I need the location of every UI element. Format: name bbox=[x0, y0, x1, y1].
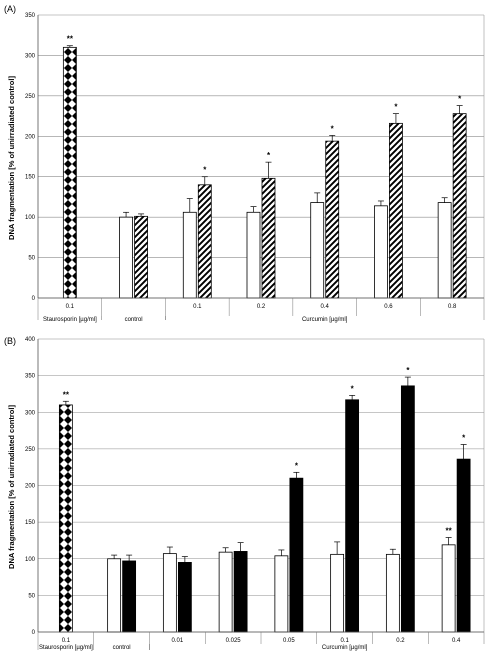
bar-hatch bbox=[325, 140, 340, 299]
bar-white bbox=[218, 551, 233, 633]
significance-marker: ** bbox=[63, 390, 70, 399]
bars-b: ******** bbox=[58, 366, 471, 633]
panel-label-a: (A) bbox=[4, 4, 16, 14]
bar-hatch bbox=[452, 113, 467, 299]
bar-black bbox=[289, 477, 304, 633]
bars-a: ******* bbox=[62, 35, 467, 299]
y-tick-label: 350 bbox=[25, 374, 36, 380]
y-tick-label: 0 bbox=[32, 296, 36, 302]
bar-white bbox=[330, 553, 345, 633]
bar-hatch bbox=[389, 122, 403, 299]
bar-white bbox=[274, 555, 289, 633]
x-tick-label: 0.1 bbox=[62, 638, 71, 644]
y-axis-label-b: DNA fragmentation [% of unirradiated con… bbox=[7, 405, 16, 569]
x-tick-label: 0.2 bbox=[257, 304, 266, 310]
y-tick-label: 250 bbox=[25, 447, 36, 453]
bar-white bbox=[385, 553, 400, 633]
y-tick-label: 50 bbox=[28, 593, 35, 599]
significance-marker: * bbox=[406, 366, 410, 375]
x-tick-label: 0.6 bbox=[384, 304, 393, 310]
panel-a: (A) DNA fragmentation [% of unirradiated… bbox=[4, 4, 485, 323]
y-tick-label: 50 bbox=[28, 256, 35, 262]
x-tick-label: 0.025 bbox=[226, 638, 242, 644]
y-tick-label: 0 bbox=[32, 630, 36, 636]
significance-marker: * bbox=[462, 433, 466, 442]
y-tick-label: 300 bbox=[25, 53, 36, 59]
bar-black bbox=[345, 399, 360, 633]
bar-white bbox=[374, 205, 388, 299]
significance-marker: * bbox=[458, 95, 462, 104]
bar-white bbox=[310, 202, 325, 299]
x-group-label: Staurosporin [µg/ml] bbox=[43, 317, 97, 323]
x-tick-label: 0.1 bbox=[340, 638, 349, 644]
x-tick-label: 0.1 bbox=[66, 304, 75, 310]
bar-black bbox=[177, 562, 192, 633]
axes-a: 0 50 100 150 200 250 300 350 0.1 0.1 0.2 0.4 0.6 0.8 S… bbox=[25, 13, 485, 323]
x-tick-label: 0.4 bbox=[452, 638, 461, 644]
x-group-label: Staurosporin [µg/ml] bbox=[39, 645, 93, 651]
bar-white bbox=[182, 211, 197, 299]
bar-black bbox=[400, 385, 415, 633]
x-group-label: control bbox=[113, 645, 131, 651]
significance-marker: ** bbox=[67, 35, 74, 44]
bar-white bbox=[107, 558, 122, 633]
bar-white bbox=[119, 216, 133, 299]
x-group-label: control bbox=[125, 317, 143, 323]
y-tick-label: 100 bbox=[25, 215, 36, 221]
bar-black bbox=[456, 458, 471, 633]
x-tick-label: 0.01 bbox=[172, 638, 184, 644]
significance-marker: * bbox=[295, 461, 299, 470]
significance-marker: * bbox=[351, 384, 355, 393]
y-tick-label: 300 bbox=[25, 410, 36, 416]
y-tick-label: 150 bbox=[25, 520, 36, 526]
y-tick-label: 200 bbox=[25, 484, 36, 490]
bar-white bbox=[162, 553, 177, 633]
axes-b: 0 50 100 150 200 250 300 350 400 0.1 0.01 0.025 0.05… bbox=[25, 337, 485, 651]
bar-black bbox=[122, 560, 137, 633]
y-axis-label-a: DNA fragmentation [% of unirradiated con… bbox=[7, 76, 16, 240]
bar-hatch bbox=[197, 184, 212, 299]
panel-b: (B) DNA fragmentation [% of unirradiated… bbox=[4, 336, 485, 651]
gridlines-b bbox=[38, 338, 484, 633]
x-tick-label: 0.8 bbox=[448, 304, 457, 310]
y-tick-label: 200 bbox=[25, 134, 36, 140]
significance-marker: * bbox=[267, 151, 271, 160]
bar-white bbox=[437, 202, 452, 299]
y-tick-label: 250 bbox=[25, 94, 36, 100]
x-group-label: Curcumin [µg/ml] bbox=[302, 317, 348, 323]
significance-marker: * bbox=[394, 103, 398, 112]
significance-marker: ** bbox=[446, 527, 453, 536]
bar-diamond bbox=[58, 404, 73, 633]
bar-diamond bbox=[62, 46, 77, 299]
y-tick-label: 150 bbox=[25, 175, 36, 181]
bar-black bbox=[233, 551, 248, 633]
bar-white bbox=[441, 544, 456, 633]
significance-marker: * bbox=[203, 166, 207, 175]
x-tick-label: 0.1 bbox=[193, 304, 202, 310]
bar-hatch bbox=[134, 215, 148, 299]
x-tick-label: 0.4 bbox=[321, 304, 330, 310]
y-tick-label: 350 bbox=[25, 13, 36, 19]
significance-marker: * bbox=[331, 124, 335, 133]
bar-white bbox=[246, 211, 261, 299]
bar-hatch bbox=[261, 177, 276, 299]
y-tick-label: 400 bbox=[25, 337, 36, 343]
y-tick-label: 100 bbox=[25, 557, 36, 563]
x-group-label: Curcumin [µg/ml] bbox=[322, 645, 368, 651]
gridlines-a bbox=[38, 14, 484, 299]
panel-label-b: (B) bbox=[4, 336, 16, 346]
x-tick-label: 0.2 bbox=[396, 638, 405, 644]
x-tick-label: 0.05 bbox=[283, 638, 295, 644]
